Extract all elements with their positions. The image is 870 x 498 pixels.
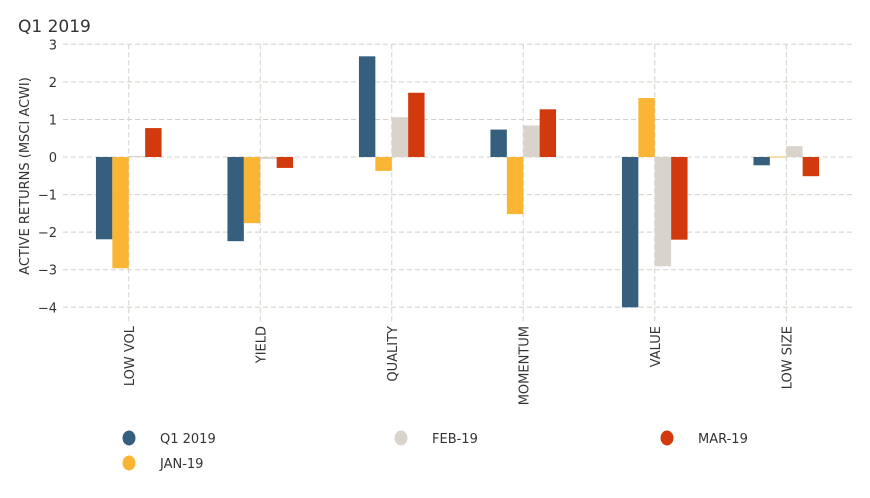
y-tick-label: 3 xyxy=(49,38,57,53)
bar-q1-2019-momentum xyxy=(490,129,507,158)
legend-label: JAN-19 xyxy=(159,457,203,472)
y-tick-label: −4 xyxy=(38,301,57,316)
y-tick-label: 0 xyxy=(49,151,57,166)
legend-swatch xyxy=(660,430,674,446)
x-tick-label: MOMENTUM xyxy=(517,326,532,405)
legend-swatch xyxy=(122,455,136,471)
bar-jan-19-low-size xyxy=(769,156,787,158)
bar-feb-19-value xyxy=(654,157,672,267)
bar-q1-2019-low-size xyxy=(753,157,770,166)
y-tick-label: 2 xyxy=(49,76,57,91)
bar-mar-19-low-vol xyxy=(145,128,162,158)
y-tick-label: −2 xyxy=(38,226,57,241)
x-tick-label: LOW SIZE xyxy=(780,326,795,389)
legend-label: FEB-19 xyxy=(432,432,478,447)
chart-title: Q1 2019 xyxy=(18,17,91,37)
bar-mar-19-yield xyxy=(276,157,294,168)
bar-mar-19-value xyxy=(671,157,688,240)
bar-jan-19-low-vol xyxy=(112,157,129,269)
x-tick-label: LOW VOL xyxy=(123,325,138,386)
legend-label: Q1 2019 xyxy=(160,432,216,447)
bar-feb-19-low-size xyxy=(786,146,803,158)
y-axis-label: ACTIVE RETURNS (MSCI ACWI) xyxy=(18,77,33,275)
bar-jan-19-yield xyxy=(243,157,261,224)
bar-mar-19-quality xyxy=(408,92,425,158)
bar-feb-19-low-vol xyxy=(128,155,146,158)
bar-feb-19-quality xyxy=(391,117,409,158)
bar-mar-19-low-size xyxy=(802,157,820,177)
bar-q1-2019-value xyxy=(621,157,639,308)
x-tick-label: VALUE xyxy=(649,326,664,367)
y-tick-label: 1 xyxy=(49,113,57,128)
y-tick-label: −1 xyxy=(38,189,57,204)
bar-jan-19-value xyxy=(638,98,655,158)
bar-q1-2019-yield xyxy=(227,157,244,242)
bar-jan-19-quality xyxy=(375,157,392,171)
bar-q1-2019-low-vol xyxy=(95,157,113,240)
y-tick-label: −3 xyxy=(38,264,57,279)
legend-label: MAR-19 xyxy=(698,432,748,447)
bar-q1-2019-quality xyxy=(358,56,376,158)
x-tick-label: QUALITY xyxy=(386,326,401,382)
legend-swatch xyxy=(122,430,136,446)
x-tick-label: YIELD xyxy=(254,326,269,364)
bar-feb-19-momentum xyxy=(523,125,540,158)
bar-feb-19-yield xyxy=(260,157,277,159)
legend-swatch xyxy=(394,430,408,446)
bar-mar-19-momentum xyxy=(539,109,557,158)
bar-jan-19-momentum xyxy=(506,157,524,215)
